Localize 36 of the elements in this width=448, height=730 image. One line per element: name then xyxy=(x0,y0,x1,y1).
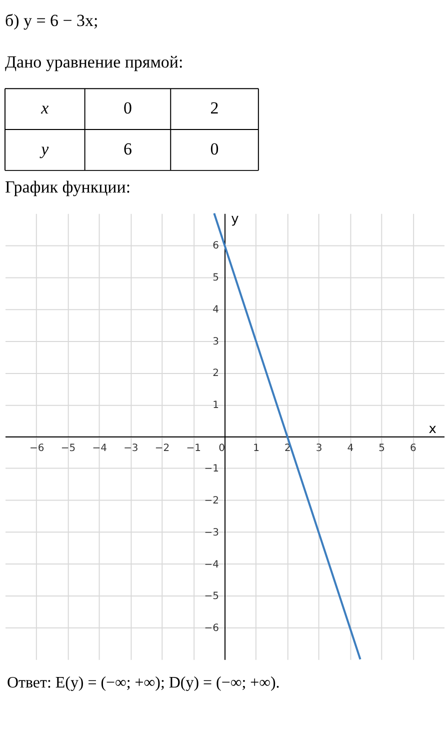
text: 0 xyxy=(123,98,132,118)
text: y xyxy=(39,139,50,158)
y-tick-label: −4 xyxy=(204,559,220,570)
y-tick-label: −6 xyxy=(204,622,220,634)
x-tick-label: −5 xyxy=(60,442,76,454)
y-tick-label: 3 xyxy=(212,336,220,348)
text: График функции: xyxy=(4,177,131,196)
text: 0 xyxy=(210,139,219,158)
y-tick-label: −5 xyxy=(204,591,220,602)
x-tick-label: −3 xyxy=(124,442,138,454)
y-tick-label: 1 xyxy=(212,400,220,411)
x-tick-label: −1 xyxy=(186,442,201,454)
x-tick-label: 3 xyxy=(316,442,322,454)
y-axis-title: y xyxy=(231,212,240,227)
x-tick-label: −6 xyxy=(29,442,44,454)
chart-title: б) y = 6 − 3x; xyxy=(4,10,98,30)
text: Ответ: E(y) = (−∞; +∞); D(y) = (−∞; +∞). xyxy=(6,674,280,692)
x-tick-label: 1 xyxy=(253,442,260,454)
y-tick-label: 4 xyxy=(212,304,220,316)
x-tick-label: 2 xyxy=(284,442,291,454)
x-tick-label: 4 xyxy=(347,442,354,454)
x-tick-label: −4 xyxy=(92,442,107,454)
x-tick-label: 5 xyxy=(378,442,385,454)
x-axis-title: x xyxy=(428,422,437,437)
text: x xyxy=(40,98,50,118)
y-tick-label: 2 xyxy=(212,368,220,380)
x-tick-label: 0 xyxy=(218,442,225,454)
text: 6 xyxy=(123,139,132,158)
y-tick-label: 6 xyxy=(212,240,220,252)
y-tick-label: 5 xyxy=(212,272,220,284)
x-tick-label: −2 xyxy=(154,442,170,454)
y-tick-label: −1 xyxy=(204,464,220,475)
y-tick-label: −3 xyxy=(204,527,220,538)
text: Дано уравнение прямой: xyxy=(4,52,184,72)
y-tick-label: −2 xyxy=(204,496,220,507)
x-tick-label: 6 xyxy=(410,442,416,454)
